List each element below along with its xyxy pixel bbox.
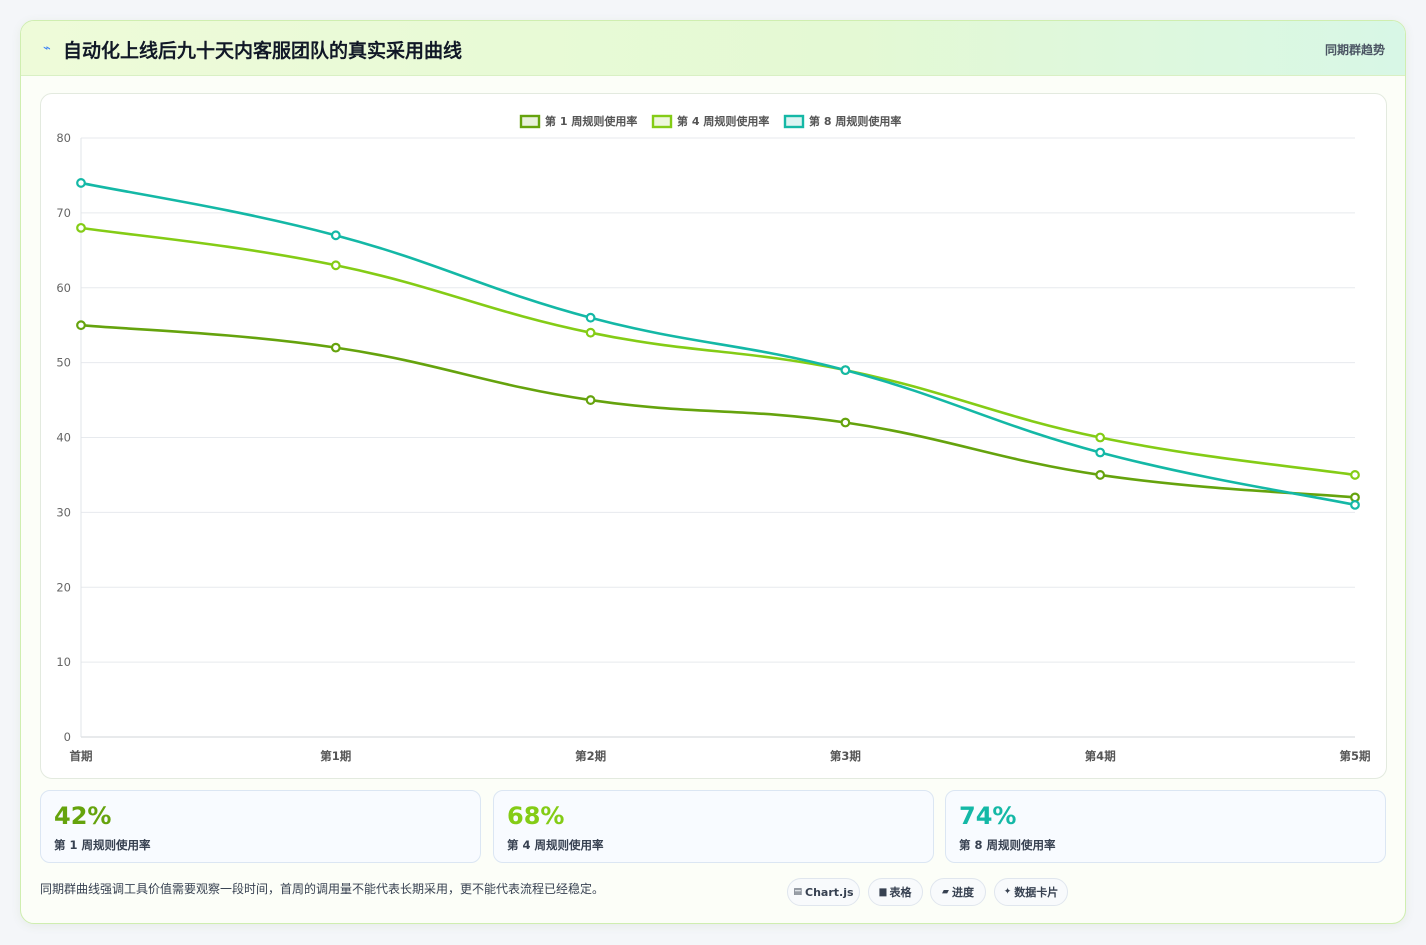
footnote: 同期群曲线强调工具价值需要观察一段时间，首周的调用量不能代表长期采用，更不能代表… [40, 882, 605, 896]
pill-label: 数据卡片 [1014, 886, 1059, 899]
report-card: ⌁ 自动化上线后九十天内客服团队的真实采用曲线 同期群趋势 0 10 20 30 40 5… [20, 20, 1406, 924]
y-tick-label: 20 [56, 580, 71, 594]
progress-icon: ▰ [942, 887, 949, 897]
data-point [585, 327, 596, 338]
stat-label: 第 1 周规则使用率 [54, 838, 151, 852]
line-chart: 0 10 20 30 40 50 60 70 80 首期 第1期 第2期 第3期 第4期 第5期 第 1 周规… [56, 114, 1370, 763]
x-tick-label: 第4期 [1085, 749, 1116, 763]
pill-table[interactable]: ▆ 表格 [868, 878, 923, 906]
stat-value: 68% [507, 802, 565, 830]
page-title: 自动化上线后九十天内客服团队的真实采用曲线 [63, 40, 463, 62]
data-point [76, 320, 86, 331]
legend-swatch [651, 114, 673, 129]
pill-progress[interactable]: ▰ 进度 [930, 878, 986, 906]
pill-data-cards[interactable]: ✦ 数据卡片 [994, 878, 1068, 906]
x-tick-label: 第5期 [1339, 749, 1370, 763]
y-tick-label: 10 [56, 655, 71, 669]
stat-card-week4: 68% 第 4 周规则使用率 [493, 790, 934, 863]
legend-swatch [519, 114, 541, 129]
data-point [1095, 447, 1106, 458]
y-tick-label: 50 [56, 356, 71, 370]
y-tick-label: 60 [56, 281, 71, 295]
y-tick-label: 30 [56, 505, 71, 519]
data-point [76, 222, 86, 233]
legend-label: 第 8 周规则使用率 [809, 114, 901, 128]
data-point [330, 260, 341, 271]
legend-label: 第 4 周规则使用率 [677, 114, 769, 128]
table-icon: ▆ [879, 887, 887, 897]
data-point [840, 365, 851, 376]
header-tag: 同期群趋势 [1324, 43, 1385, 57]
pill-label: Chart.js [805, 885, 854, 899]
y-tick-label: 70 [56, 206, 71, 220]
stat-label: 第 8 周规则使用率 [959, 838, 1056, 852]
data-point [1095, 470, 1106, 480]
data-point [1350, 499, 1360, 510]
data-point [330, 342, 341, 353]
data-point [585, 312, 596, 323]
stat-value: 42% [54, 802, 112, 830]
data-point [585, 395, 596, 405]
stat-card-week8: 74% 第 8 周规则使用率 [945, 790, 1386, 863]
chart-panel: 0 10 20 30 40 50 60 70 80 首期 第1期 第2期 第3期 第4期 第5期 第 1 周规… [40, 93, 1387, 779]
lightning-icon: ⌁ [43, 41, 51, 56]
legend-label: 第 1 周规则使用率 [545, 114, 637, 128]
stat-value: 74% [959, 802, 1017, 830]
x-tick-label: 首期 [70, 749, 93, 763]
y-tick-label: 80 [56, 131, 71, 145]
x-tick-label: 第2期 [575, 749, 606, 763]
chart-icon: ▤ [793, 887, 802, 897]
data-point [1095, 432, 1106, 443]
pill-chartjs[interactable]: ▤ Chart.js [787, 878, 860, 906]
series-line-2 [80, 226, 1356, 477]
legend-swatch [783, 114, 805, 129]
series-line-1 [80, 323, 1356, 499]
y-tick-label: 40 [56, 431, 71, 445]
x-tick-label: 第3期 [830, 749, 861, 763]
series-line-3 [80, 181, 1356, 507]
card-header: ⌁ 自动化上线后九十天内客服团队的真实采用曲线 同期群趋势 [21, 21, 1405, 76]
stat-label: 第 4 周规则使用率 [507, 838, 604, 852]
sparkle-icon: ✦ [1003, 887, 1012, 897]
pill-label: 进度 [951, 886, 974, 899]
data-point [840, 417, 851, 428]
data-point [330, 230, 341, 241]
data-point [1350, 470, 1360, 480]
x-tick-label: 第1期 [320, 749, 351, 763]
stat-card-week1: 42% 第 1 周规则使用率 [40, 790, 481, 863]
pill-label: 表格 [889, 886, 912, 899]
data-point [76, 178, 86, 188]
y-tick-label: 0 [64, 730, 71, 744]
